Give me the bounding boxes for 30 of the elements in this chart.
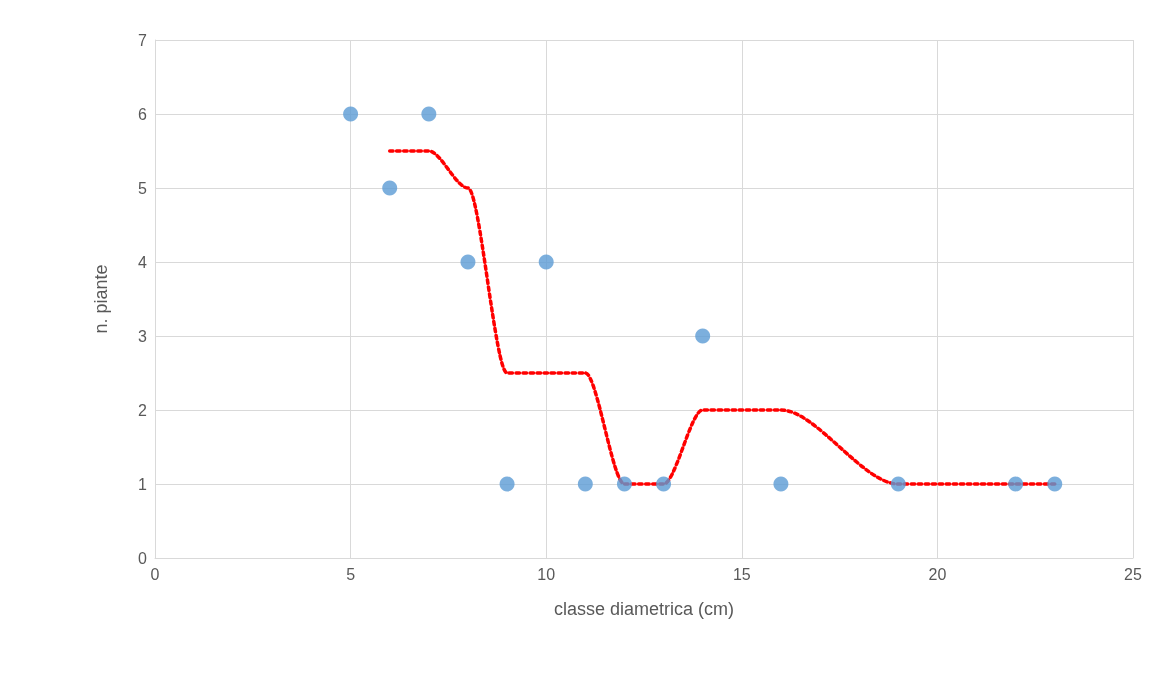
x-tick-label: 25	[1124, 565, 1142, 583]
point	[577, 476, 593, 492]
x-tick-label: 15	[732, 565, 751, 583]
point	[695, 328, 711, 344]
y-tick-label: 3	[138, 327, 148, 345]
y-tick-label: 7	[138, 31, 148, 49]
y-tick-label: 1	[138, 475, 148, 493]
x-tick-label: 0	[150, 565, 160, 583]
point	[538, 254, 554, 270]
point	[421, 106, 437, 122]
x-tick-label: 20	[928, 565, 947, 583]
point	[460, 254, 476, 270]
y-tick-label: 4	[138, 253, 148, 271]
point	[1008, 476, 1024, 492]
x-tick-label: 10	[537, 565, 556, 583]
point	[382, 180, 398, 196]
y-tick-label: 5	[138, 179, 148, 197]
y-tick-label: 2	[138, 401, 148, 419]
x-axis-title: classe diametrica (cm)	[553, 599, 735, 619]
point	[773, 476, 789, 492]
point	[499, 476, 515, 492]
y-tick-label: 6	[138, 105, 148, 123]
point	[890, 476, 906, 492]
point	[343, 106, 359, 122]
point	[616, 476, 632, 492]
point	[656, 476, 672, 492]
x-tick-label: 5	[346, 565, 356, 583]
point	[1047, 476, 1063, 492]
y-tick-label: 0	[138, 549, 148, 567]
y-axis-title: n. piante	[91, 264, 111, 334]
